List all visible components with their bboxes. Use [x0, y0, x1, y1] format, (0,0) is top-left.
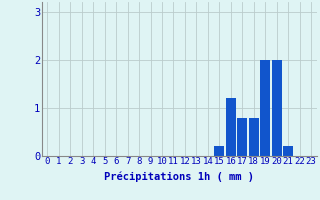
Bar — [283, 146, 293, 156]
Bar — [214, 146, 224, 156]
Bar — [272, 60, 282, 156]
X-axis label: Précipitations 1h ( mm ): Précipitations 1h ( mm ) — [104, 172, 254, 182]
Bar — [226, 98, 236, 156]
Bar — [260, 60, 270, 156]
Bar — [249, 117, 259, 156]
Bar — [237, 117, 247, 156]
